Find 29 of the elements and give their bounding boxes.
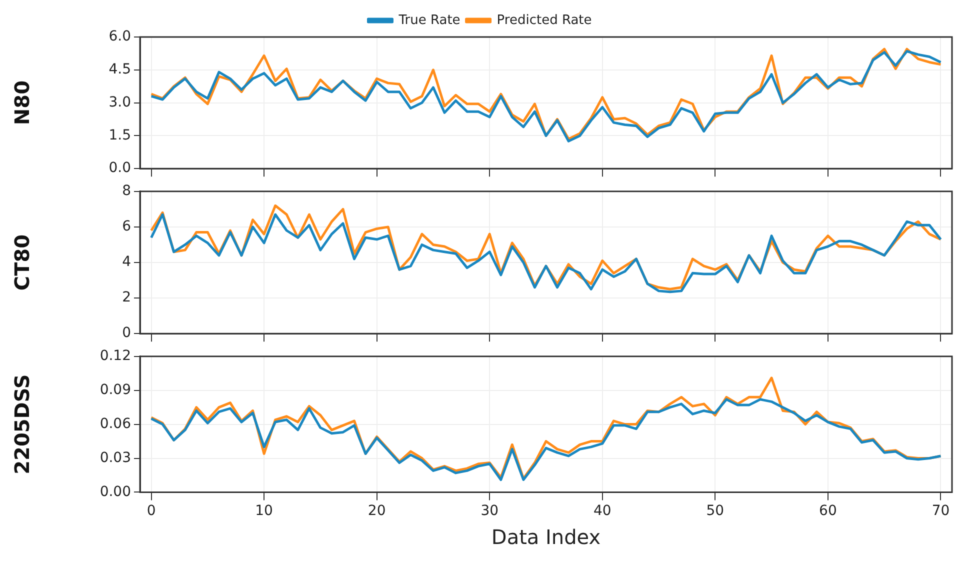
y-tick-label: 4.5 bbox=[108, 62, 131, 78]
y-axis-title: CT80 bbox=[10, 234, 34, 291]
x-tick-label: 60 bbox=[819, 503, 837, 520]
y-tick-label: 8 bbox=[122, 183, 131, 200]
y-axis-title: N80 bbox=[10, 80, 34, 126]
y-tick-label: 6 bbox=[122, 218, 132, 235]
x-tick-label: 30 bbox=[480, 503, 499, 520]
y-axis-title: 2205DSS bbox=[10, 374, 34, 474]
x-tick-label: 40 bbox=[593, 503, 612, 520]
y-tick-label: 0.06 bbox=[100, 416, 132, 432]
y-tick-label: 0.12 bbox=[100, 348, 131, 364]
legend-label: True Rate bbox=[398, 12, 460, 28]
y-tick-label: 4 bbox=[122, 254, 132, 270]
legend-label: Predicted Rate bbox=[496, 12, 592, 28]
x-tick-label: 50 bbox=[706, 503, 724, 520]
y-tick-label: 3.0 bbox=[108, 94, 131, 110]
y-tick-label: 2 bbox=[122, 290, 131, 306]
y-tick-label: 0.03 bbox=[100, 450, 131, 466]
y-tick-label: 0.00 bbox=[100, 484, 131, 500]
y-tick-label: 0 bbox=[122, 325, 131, 342]
y-tick-label: 6.0 bbox=[108, 28, 131, 45]
y-tick-label: 0.09 bbox=[100, 382, 131, 398]
x-tick-label: 10 bbox=[255, 503, 273, 520]
y-tick-label: 0.0 bbox=[108, 160, 131, 176]
y-tick-label: 1.5 bbox=[108, 127, 131, 144]
x-tick-label: 70 bbox=[932, 503, 950, 520]
x-axis-title: Data Index bbox=[491, 525, 601, 550]
x-tick-label: 0 bbox=[146, 503, 156, 520]
x-tick-label: 20 bbox=[368, 503, 386, 520]
